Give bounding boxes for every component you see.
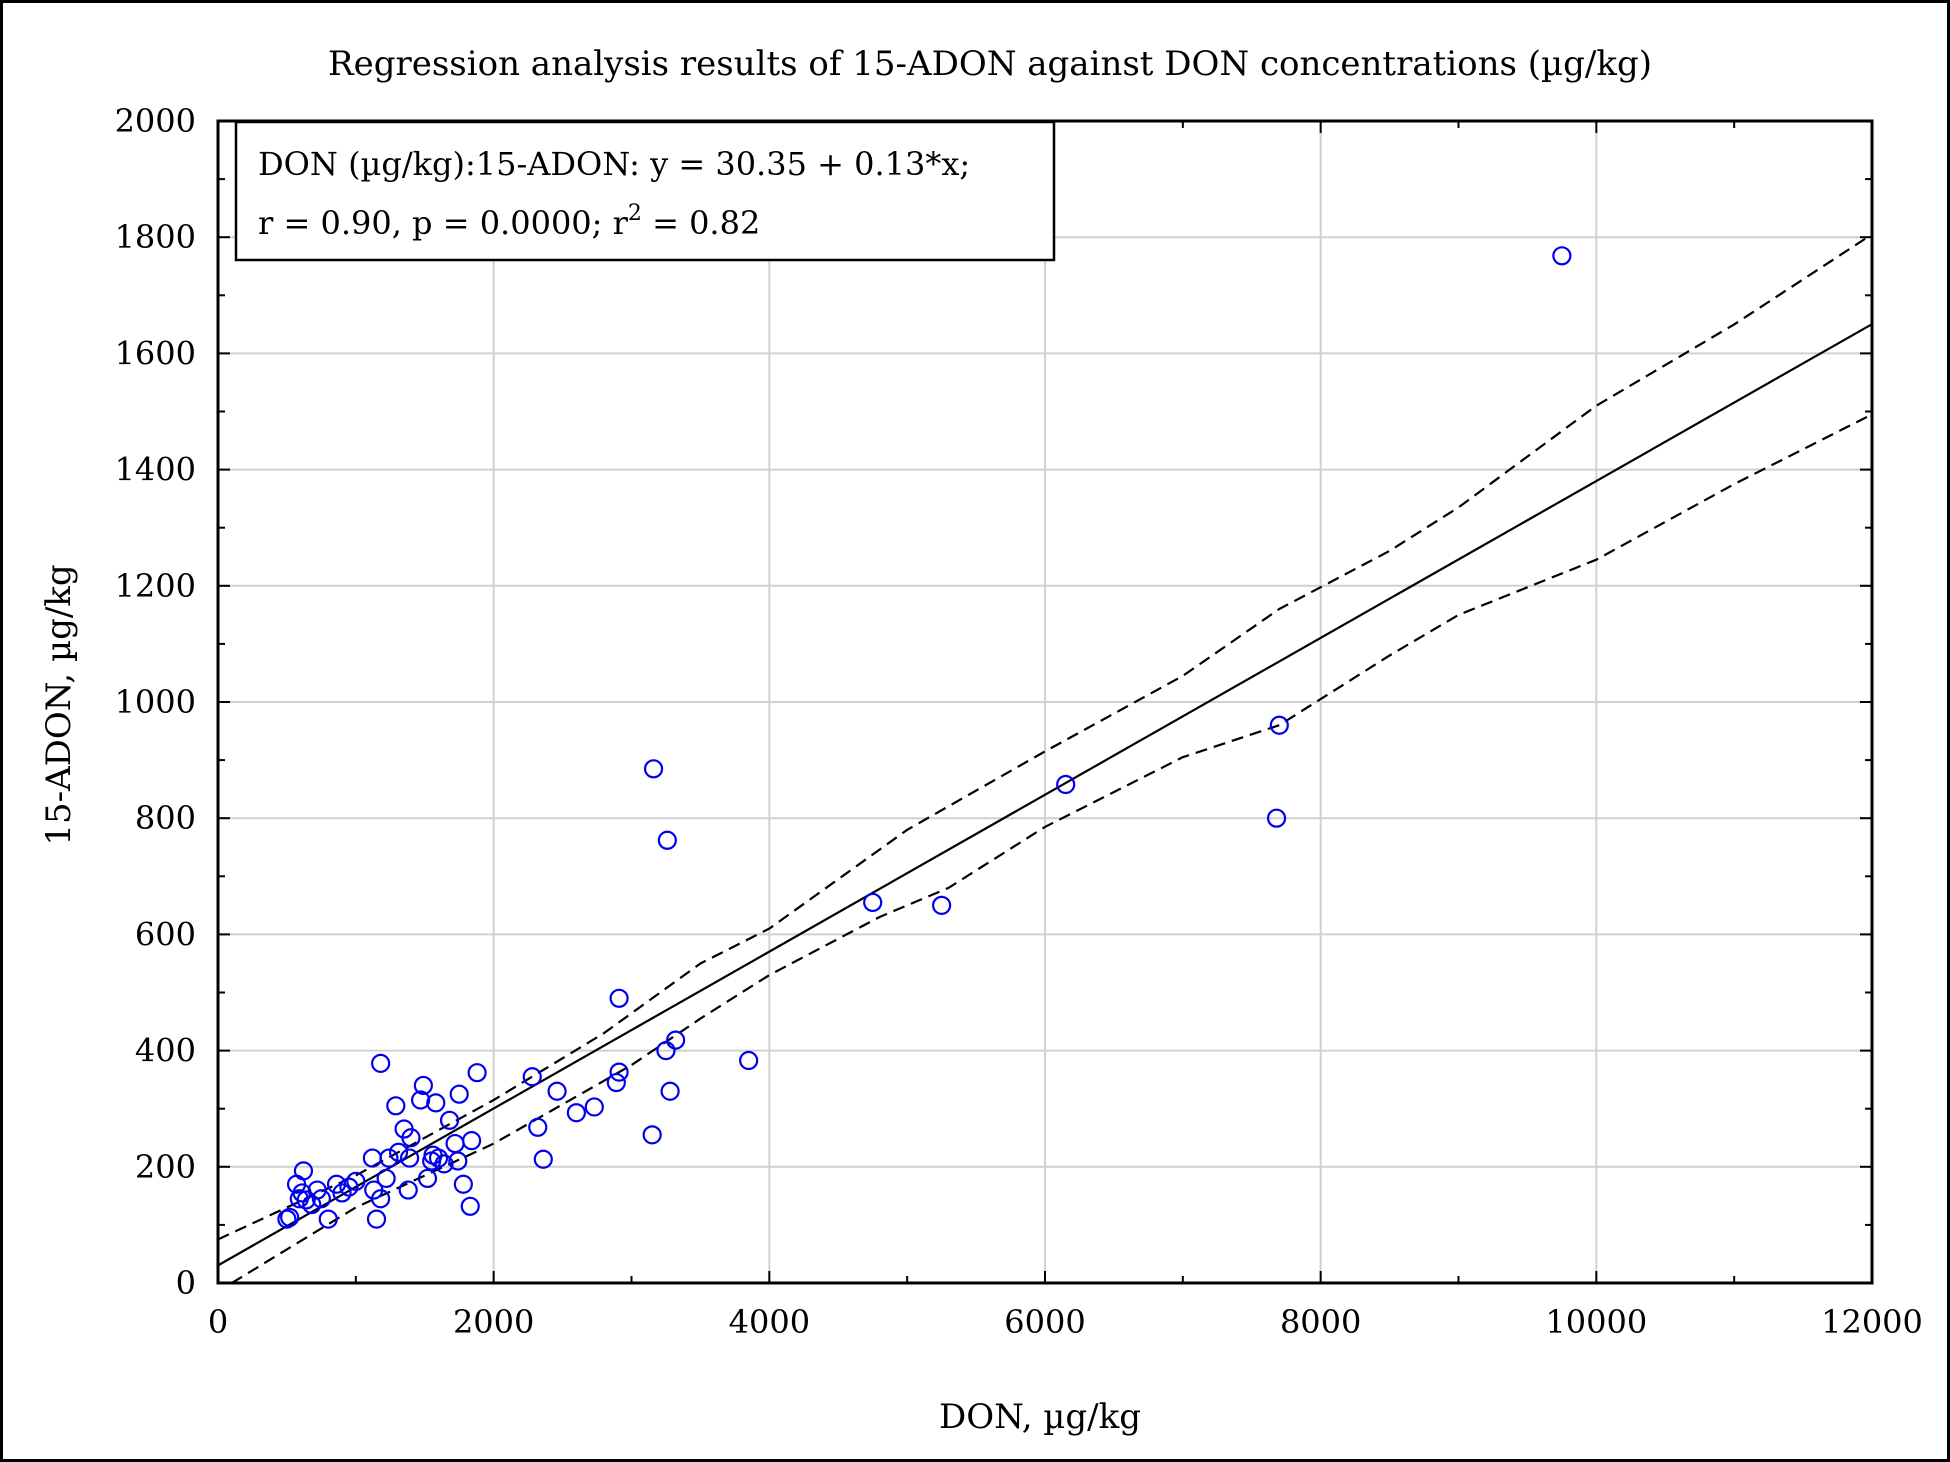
data-point	[413, 1075, 433, 1096]
data-point	[371, 1189, 391, 1209]
y-axis-title: 15-ADON, µg/kg	[39, 564, 79, 845]
y-tick-label: 200	[135, 1148, 196, 1186]
y-tick-label: 1400	[115, 451, 196, 489]
data-point	[307, 1180, 327, 1200]
data-point	[467, 1063, 487, 1083]
data-point	[434, 1154, 454, 1174]
data-point	[1056, 774, 1076, 795]
data-point	[318, 1209, 338, 1229]
data-point	[547, 1081, 567, 1101]
data-point	[388, 1142, 409, 1162]
y-tick-label: 1000	[115, 683, 196, 721]
y-tick-label: 1600	[115, 334, 196, 372]
annotation-box	[234, 120, 1056, 262]
data-point	[1269, 715, 1289, 735]
data-point	[280, 1207, 300, 1227]
data-point	[643, 759, 664, 779]
data-point	[346, 1171, 366, 1191]
confidence-band-upper	[218, 233, 1872, 1241]
y-tick-label: 600	[135, 915, 196, 953]
data-point	[379, 1148, 399, 1168]
data-point	[453, 1174, 473, 1194]
regression-annotation: DON (µg/kg):15-ADON: y = 30.35 + 0.13*x;…	[234, 120, 1056, 262]
data-point	[460, 1196, 480, 1216]
data-point	[417, 1168, 438, 1189]
data-point	[566, 1103, 586, 1123]
data-point	[656, 1040, 676, 1061]
data-point	[584, 1097, 604, 1117]
x-tick-label: 4000	[729, 1303, 810, 1341]
data-point	[522, 1067, 542, 1087]
data-point	[399, 1148, 420, 1168]
data-point	[277, 1209, 297, 1229]
data-point	[1552, 246, 1572, 266]
data-point	[609, 1062, 629, 1082]
y-tick-label: 0	[176, 1264, 196, 1302]
x-tick-label: 8000	[1280, 1303, 1361, 1341]
annotation-stats-superscript: 2	[628, 201, 642, 226]
y-tick-label: 1800	[115, 218, 196, 256]
chart-title: Regression analysis results of 15-ADON a…	[328, 44, 1652, 84]
data-point	[401, 1128, 421, 1148]
data-point	[533, 1149, 553, 1169]
data-point	[449, 1084, 469, 1104]
data-point	[386, 1096, 406, 1116]
y-tick-labels: 0 200 400 600 800 1000 1200 1400 1600 1800 2000	[115, 102, 196, 1302]
x-tick-label: 6000	[1004, 1303, 1085, 1341]
data-point	[339, 1177, 359, 1197]
data-points	[277, 246, 1572, 1229]
x-tick-labels: 0 2000 4000 6000 8000 10000 12000	[208, 1303, 1923, 1341]
regression-lines	[218, 233, 1872, 1283]
confidence-band-lower	[231, 413, 1872, 1283]
x-tick-label: 12000	[1821, 1303, 1923, 1341]
x-tick-label: 0	[208, 1303, 228, 1341]
data-point	[428, 1148, 449, 1168]
x-tick-label: 10000	[1545, 1303, 1647, 1341]
x-tick-label: 2000	[453, 1303, 534, 1341]
data-point	[660, 1081, 680, 1101]
data-point	[932, 895, 952, 915]
data-point	[398, 1180, 418, 1200]
data-point	[366, 1209, 387, 1229]
data-point	[863, 892, 883, 913]
data-point	[411, 1090, 431, 1110]
data-point	[293, 1161, 314, 1181]
annotation-stats: r = 0.90, p = 0.0000; r2 = 0.82	[258, 201, 760, 242]
annotation-stats-prefix: r = 0.90, p = 0.0000; r	[258, 204, 629, 242]
data-point	[606, 1072, 626, 1093]
data-point	[609, 988, 629, 1008]
y-tick-label: 800	[135, 799, 196, 837]
y-tick-label: 400	[135, 1032, 196, 1070]
data-point	[426, 1093, 446, 1113]
data-point	[296, 1190, 316, 1210]
data-point	[311, 1189, 331, 1209]
annotation-equation: DON (µg/kg):15-ADON: y = 30.35 + 0.13*x;	[258, 145, 970, 183]
x-axis-title: DON, µg/kg	[939, 1397, 1141, 1437]
data-point	[1266, 808, 1287, 828]
data-point	[642, 1125, 662, 1145]
data-point	[739, 1050, 759, 1071]
data-point	[448, 1151, 468, 1171]
data-point	[657, 830, 677, 850]
y-tick-label: 1200	[115, 567, 196, 605]
data-point	[376, 1168, 396, 1189]
annotation-stats-suffix: = 0.82	[642, 204, 760, 242]
data-point	[462, 1131, 482, 1151]
data-point	[371, 1053, 391, 1073]
data-point	[528, 1117, 548, 1137]
data-point	[666, 1030, 686, 1050]
data-point	[439, 1110, 460, 1130]
y-tick-label: 2000	[115, 102, 196, 140]
regression-line	[218, 323, 1872, 1267]
data-point	[332, 1183, 352, 1203]
